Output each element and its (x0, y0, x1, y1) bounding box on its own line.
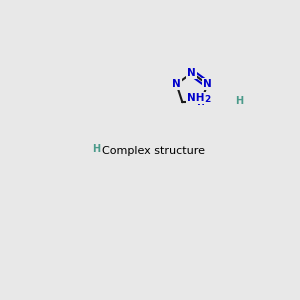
Text: Complex structure: Complex structure (102, 146, 205, 157)
Text: H: H (92, 144, 100, 154)
Text: N: N (172, 79, 181, 89)
Text: N: N (203, 79, 212, 89)
Text: N: N (197, 97, 206, 107)
Text: H: H (235, 96, 243, 106)
Text: NH: NH (188, 93, 205, 103)
Text: N: N (188, 68, 196, 78)
Text: 2: 2 (205, 95, 211, 104)
